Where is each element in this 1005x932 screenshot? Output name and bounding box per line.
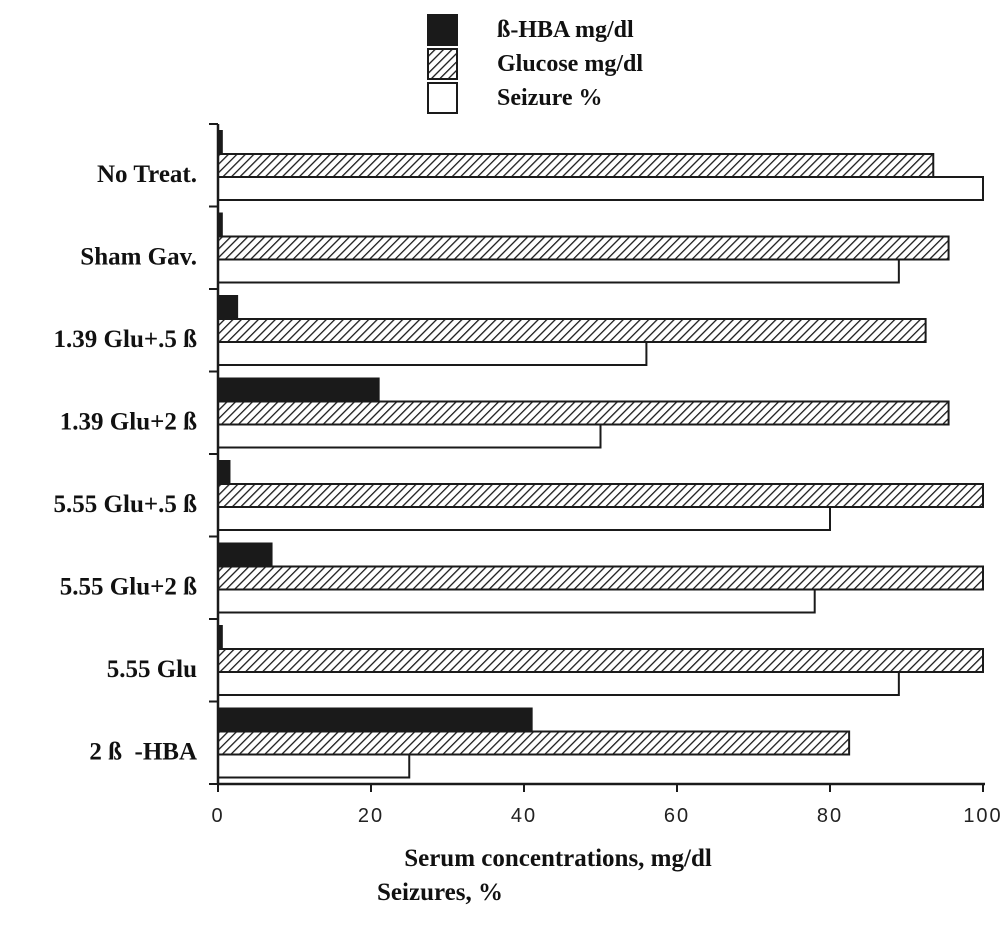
legend-swatch-hba-mg-dl — [427, 14, 458, 46]
x-tick-label-60: 60 — [664, 805, 690, 827]
category-label-no-treat: No Treat. — [97, 161, 197, 188]
bar-no-treat-glucose-mg-dl — [217, 153, 935, 178]
x-tick-label-80: 80 — [817, 805, 843, 827]
legend-swatch-seizure — [427, 82, 458, 114]
bar-5-55-glu-5-glucose-mg-dl — [217, 483, 984, 508]
category-label-1-39-glu-5: 1.39 Glu+.5 ß — [54, 326, 198, 353]
legend-label-hba-mg-dl: ß-HBA mg/dl — [497, 17, 634, 43]
category-label-2-hba: 2 ß -HBA — [89, 739, 197, 766]
bar-2-hba-seizure — [217, 753, 411, 779]
axes — [209, 123, 985, 786]
bar-1-39-glu-2-seizure — [217, 423, 602, 449]
bar-1-39-glu-2-hba-mg-dl — [217, 377, 380, 403]
bar-no-treat-seizure — [217, 176, 984, 201]
legend-label-glucose-mg-dl: Glucose mg/dl — [497, 51, 643, 77]
bar-1-39-glu-2-glucose-mg-dl — [217, 400, 950, 426]
x-tick-label-100: 100 — [963, 805, 1002, 827]
bar-5-55-glu-seizure — [217, 671, 900, 696]
bar-2-hba-glucose-mg-dl — [217, 730, 851, 756]
bar-5-55-glu-2-seizure — [217, 588, 816, 614]
bar-5-55-glu-5-seizure — [217, 506, 831, 531]
bars-group — [217, 130, 984, 779]
category-labels: No Treat. Sham Gav. 1.39 Glu+.5 ß 1.39 Glu+… — [54, 161, 198, 766]
legend-label-seizure: Seizure % — [497, 85, 603, 111]
x-ticks: 0 20 40 60 80 100 — [211, 784, 1002, 827]
bar-sham-gav-seizure — [217, 258, 900, 284]
bar-5-55-glu-5-hba-mg-dl — [217, 460, 231, 485]
x-axis-title-line-1: Serum concentrations, mg/dl — [404, 845, 712, 872]
x-tick-label-20: 20 — [358, 805, 384, 827]
category-label-5-55-glu-2: 5.55 Glu+2 ß — [60, 574, 197, 601]
bar-5-55-glu-2-glucose-mg-dl — [217, 565, 984, 591]
category-label-sham-gav: Sham Gav. — [80, 244, 197, 271]
x-tick-label-0: 0 — [211, 805, 224, 827]
legend: ß-HBA mg/dl Glucose mg/dl Seizure % — [427, 14, 643, 114]
bar-1-39-glu-5-seizure — [217, 341, 648, 366]
x-axis-title-line-2: Seizures, % — [377, 879, 503, 906]
bar-1-39-glu-5-glucose-mg-dl — [217, 318, 927, 343]
bar-sham-gav-glucose-mg-dl — [217, 235, 950, 261]
bar-1-39-glu-5-hba-mg-dl — [217, 295, 239, 320]
category-label-5-55-glu-5: 5.55 Glu+.5 ß — [54, 491, 198, 518]
category-label-1-39-glu-2: 1.39 Glu+2 ß — [60, 409, 197, 436]
x-tick-label-40: 40 — [511, 805, 537, 827]
bar-5-55-glu-glucose-mg-dl — [217, 648, 984, 673]
category-label-5-55-glu: 5.55 Glu — [107, 656, 197, 683]
bar-5-55-glu-2-hba-mg-dl — [217, 542, 273, 568]
bar-2-hba-hba-mg-dl — [217, 707, 533, 733]
legend-swatch-glucose-mg-dl — [427, 48, 458, 80]
